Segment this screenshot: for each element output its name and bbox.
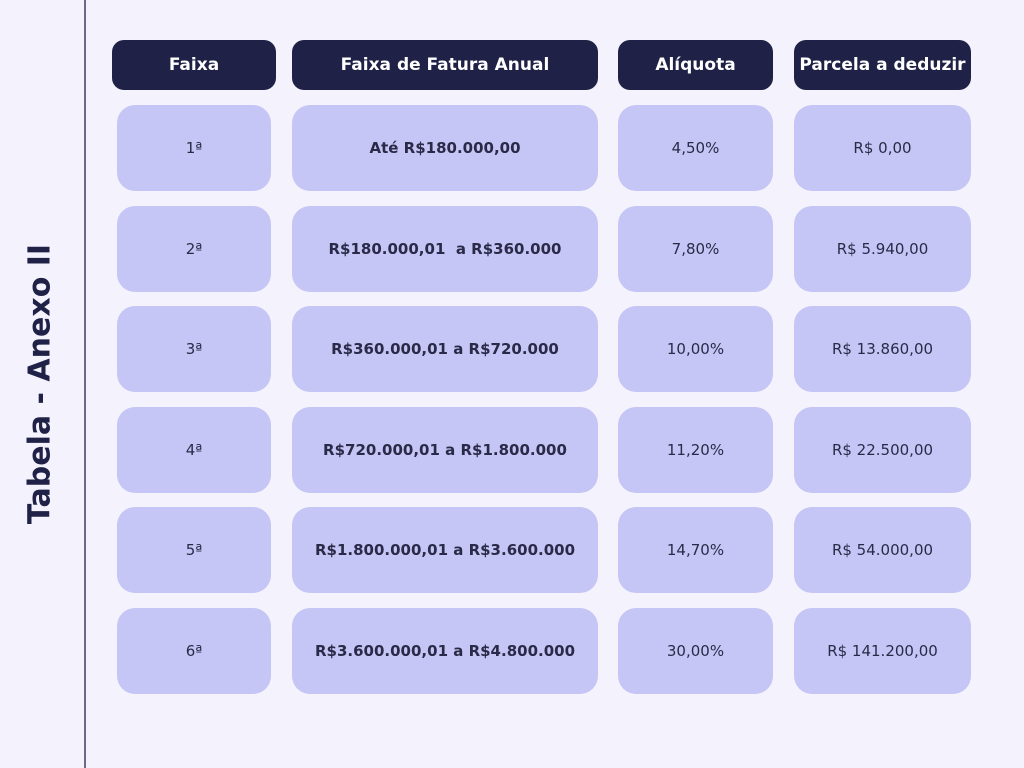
table-cell: 6ª bbox=[117, 607, 271, 694]
table-cell: R$1.800.000,01 a R$3.600.000 bbox=[292, 507, 598, 593]
table-cell: R$ 13.860,00 bbox=[794, 306, 971, 392]
table-cell: 3ª bbox=[117, 306, 271, 392]
table-cell: 30,00% bbox=[618, 607, 773, 694]
table-cell: 7,80% bbox=[618, 205, 773, 292]
table-cell: Até R$180.000,00 bbox=[292, 105, 598, 191]
header-cell: Faixa de Fatura Anual bbox=[292, 40, 598, 90]
table-cell: 10,00% bbox=[618, 306, 773, 392]
table-cell: 14,70% bbox=[618, 507, 773, 593]
table-cell: 2ª bbox=[117, 205, 271, 292]
header-cell: Alíquota bbox=[618, 40, 773, 90]
table-cell: 11,20% bbox=[618, 406, 773, 493]
table-cell: R$720.000,01 a R$1.800.000 bbox=[292, 406, 598, 493]
table-cell: R$ 5.940,00 bbox=[794, 205, 971, 292]
table-cell: R$360.000,01 a R$720.000 bbox=[292, 306, 598, 392]
header-cell: Parcela a deduzir bbox=[794, 40, 971, 90]
table-cell: R$3.600.000,01 a R$4.800.000 bbox=[292, 607, 598, 694]
header-cell: Faixa bbox=[112, 40, 276, 90]
table-cell: R$ 54.000,00 bbox=[794, 507, 971, 593]
table-cell: 4,50% bbox=[618, 105, 773, 191]
table-cell: R$ 22.500,00 bbox=[794, 406, 971, 493]
table-cell: R$ 141.200,00 bbox=[794, 607, 971, 694]
table-cell: R$180.000,01 a R$360.000 bbox=[292, 205, 598, 292]
table-cell: 5ª bbox=[117, 507, 271, 593]
divider bbox=[84, 0, 86, 768]
title: Tabela - Anexo II bbox=[22, 243, 58, 525]
table-cell: 1ª bbox=[117, 105, 271, 191]
table-cell: R$ 0,00 bbox=[794, 105, 971, 191]
table-cell: 4ª bbox=[117, 406, 271, 493]
